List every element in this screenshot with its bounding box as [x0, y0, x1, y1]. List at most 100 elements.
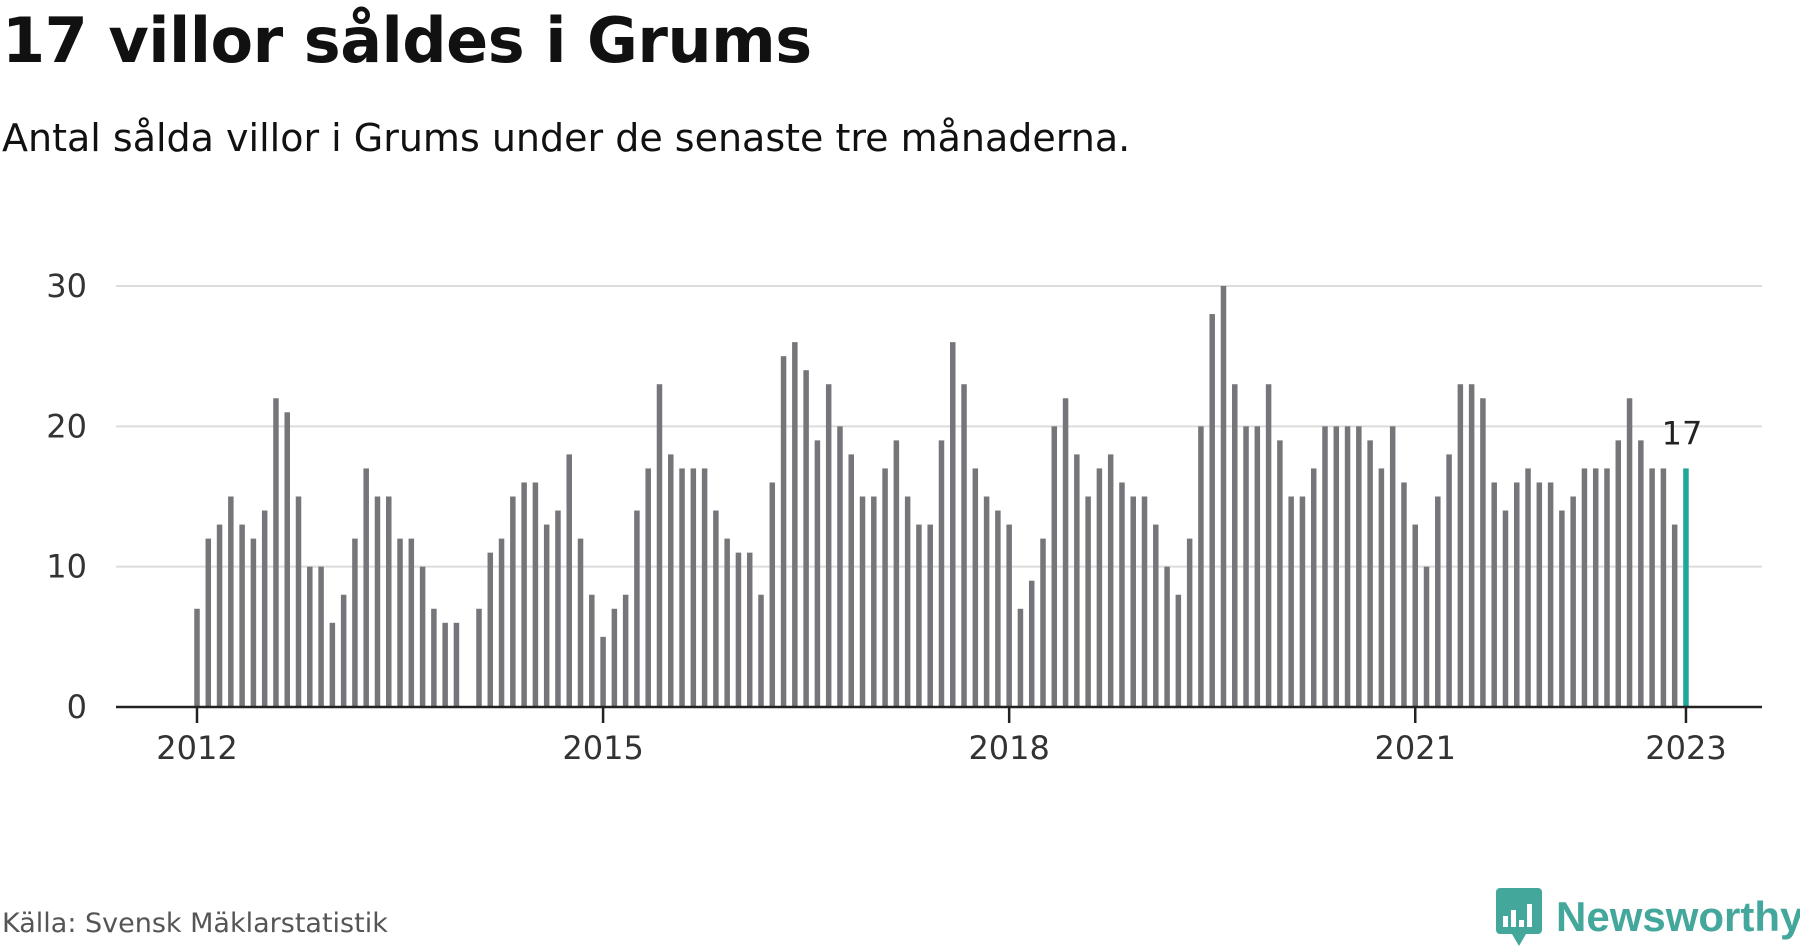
bar [961, 384, 967, 707]
bar [916, 524, 922, 707]
bar [758, 594, 764, 707]
bar [1649, 468, 1655, 707]
brand-name: Newsworthy [1556, 893, 1800, 940]
bar [927, 524, 933, 707]
bar [1141, 496, 1148, 707]
bar [690, 468, 697, 707]
bar [340, 594, 347, 707]
bar [419, 566, 426, 707]
bar [1096, 468, 1103, 707]
bar [848, 454, 854, 707]
bar [1028, 580, 1035, 707]
bar [1525, 468, 1531, 707]
newsworthy-bar-chart-icon [1496, 888, 1542, 946]
bar [273, 398, 279, 707]
bar [724, 538, 730, 707]
bar [408, 538, 415, 707]
bar [611, 608, 618, 707]
bar [1040, 538, 1046, 707]
bar [1220, 286, 1227, 707]
y-tick-label: 0 [67, 688, 87, 726]
bar [1592, 468, 1599, 707]
bar [1671, 524, 1678, 707]
bar [1232, 384, 1238, 707]
bar [972, 468, 979, 707]
bar [566, 454, 572, 707]
bar [600, 636, 606, 707]
bar [589, 594, 595, 707]
bar [1457, 384, 1464, 707]
bar [1660, 468, 1667, 707]
bar [1186, 538, 1193, 707]
bar [1604, 468, 1610, 707]
bar [634, 510, 640, 707]
bar [1051, 426, 1058, 707]
bar [250, 538, 257, 707]
bar [442, 622, 448, 707]
highlight-value-label: 17 [1662, 414, 1703, 452]
bar [521, 482, 527, 707]
bar [397, 538, 403, 707]
bar [1198, 426, 1204, 707]
bar [1119, 482, 1125, 707]
bar [239, 524, 245, 707]
bar [1570, 496, 1576, 707]
bar [882, 468, 888, 707]
highlighted-bar [1683, 468, 1689, 707]
bar [1085, 496, 1091, 707]
bar [1626, 398, 1633, 707]
bar [1638, 440, 1644, 707]
bar [825, 384, 832, 707]
bar [1559, 510, 1565, 707]
bar [1412, 524, 1418, 707]
bar [1310, 468, 1317, 707]
bar [487, 552, 494, 707]
bar [792, 342, 798, 707]
bar [938, 440, 945, 707]
bar [1435, 496, 1441, 707]
bar [746, 552, 753, 707]
bar [555, 510, 561, 707]
bar [837, 426, 843, 707]
bar [352, 538, 358, 707]
x-tick-label: 2015 [562, 729, 643, 767]
bar [983, 496, 990, 707]
bar [1615, 440, 1622, 707]
bar [1062, 398, 1069, 707]
y-tick-label: 10 [46, 548, 87, 586]
bar [668, 454, 674, 707]
bar [859, 496, 866, 707]
bar [284, 412, 290, 707]
bar [498, 538, 505, 707]
bar [713, 510, 719, 707]
bar [476, 608, 482, 707]
bar [216, 524, 223, 707]
newsworthy-logo[interactable]: Newsworthy [1496, 886, 1800, 948]
bar [1581, 468, 1588, 707]
bar [532, 482, 539, 707]
bar [543, 524, 550, 707]
bar [769, 482, 776, 707]
bar [386, 496, 392, 707]
bar [1299, 496, 1306, 707]
y-tick-label: 20 [46, 407, 87, 445]
bar [1480, 398, 1486, 707]
bar [295, 496, 302, 707]
bar [1468, 384, 1475, 707]
bar [904, 496, 911, 707]
bar [622, 594, 629, 707]
bar [1153, 524, 1159, 707]
bar [228, 496, 234, 707]
y-tick-label: 30 [46, 267, 87, 305]
bar [1164, 566, 1170, 707]
bar [1322, 426, 1328, 707]
bar [194, 608, 200, 707]
bar [1017, 608, 1024, 707]
bar [374, 496, 381, 707]
bar [701, 468, 708, 707]
x-tick-label: 2023 [1645, 729, 1726, 767]
bar [205, 538, 212, 707]
bar [656, 384, 663, 707]
bar [1378, 468, 1385, 707]
x-tick-label: 2021 [1375, 729, 1456, 767]
